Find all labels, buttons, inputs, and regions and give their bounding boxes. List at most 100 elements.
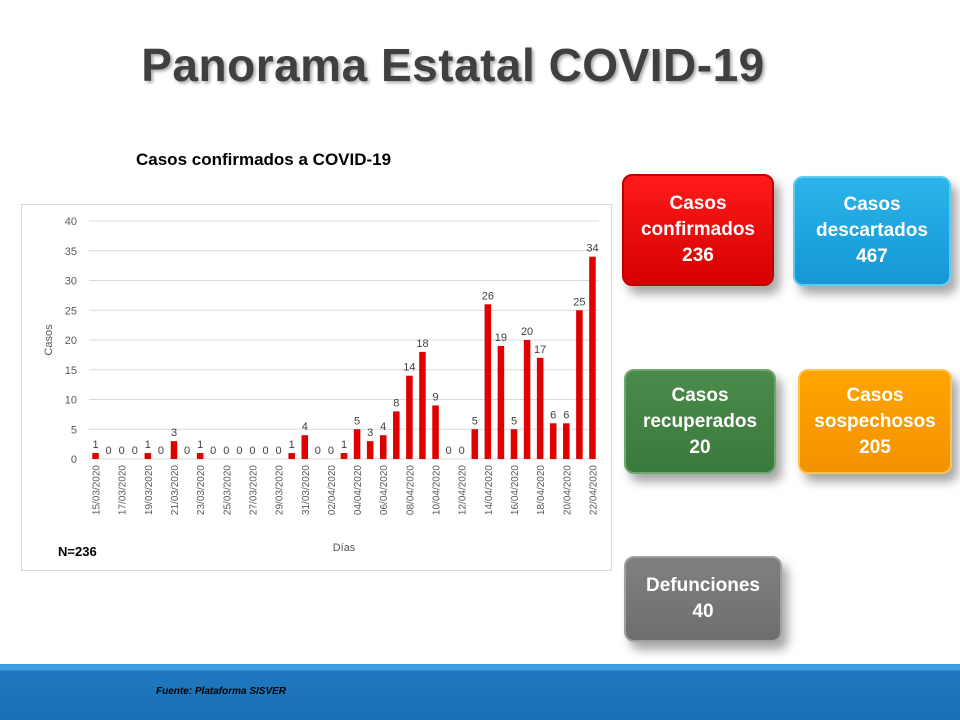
card-value: 205 [859, 436, 891, 458]
bar [340, 453, 348, 459]
y-tick-label: 15 [65, 365, 77, 377]
x-tick-label: 25/03/2020 [222, 465, 233, 515]
y-tick-label: 5 [71, 424, 77, 436]
data-label: 14 [403, 362, 415, 374]
card-casos-confirmados: Casos confirmados 236 [622, 174, 774, 286]
card-casos-sospechosos: Casos sospechosos 205 [798, 369, 952, 474]
data-label: 17 [534, 344, 546, 356]
bar [419, 351, 426, 459]
chart-heading: Casos confirmados a COVID-19 [136, 150, 392, 169]
data-label: 0 [446, 445, 452, 457]
chart-container: 0 5 10 15 20 25 30 35 40 1 0 0 0 1 0 3 0 1 0 0 0 0 0 0 1 4 0 0 1 5 3 4 8… [21, 204, 612, 571]
data-label: 0 [158, 445, 164, 457]
y-tick-label: 35 [65, 246, 77, 258]
data-label: 0 [210, 445, 216, 457]
x-tick-label: 29/03/2020 [275, 465, 286, 515]
card-casos-recuperados: Casos recuperados 20 [624, 369, 776, 474]
x-tick-label: 10/04/2020 [432, 465, 443, 515]
y-tick-label: 40 [65, 216, 77, 228]
bar [144, 453, 152, 459]
data-label: 0 [315, 445, 321, 457]
bar [497, 345, 505, 459]
bar [563, 423, 570, 459]
card-label-line2: recuperados [642, 410, 758, 432]
data-label: 19 [495, 332, 507, 344]
data-label: 4 [380, 421, 386, 433]
bar [536, 357, 544, 459]
page-title: Panorama Estatal COVID-19 [141, 39, 765, 91]
y-axis-title: Casos [43, 324, 55, 356]
data-label: 0 [276, 445, 282, 457]
data-label: 0 [184, 445, 190, 457]
data-label: 20 [521, 326, 533, 338]
x-axis-title: Días [333, 542, 356, 554]
x-tick-label: 21/03/2020 [170, 465, 181, 515]
data-label: 1 [92, 439, 98, 451]
x-tick-label: 19/03/2020 [144, 465, 155, 515]
data-label: 34 [586, 243, 598, 255]
bar [576, 310, 583, 459]
data-label: 26 [482, 290, 494, 302]
y-tick-label: 30 [65, 276, 77, 288]
card-label-line2: descartados [816, 220, 928, 241]
data-label: 8 [393, 397, 399, 409]
bar [589, 256, 596, 459]
data-label: 0 [328, 445, 334, 457]
y-tick-label: 20 [65, 335, 77, 347]
y-tick-label: 0 [71, 454, 77, 466]
data-label: 1 [289, 439, 295, 451]
footer-bar [0, 664, 960, 720]
data-label: 0 [262, 445, 268, 457]
data-label: 1 [197, 439, 203, 451]
bar [484, 304, 492, 459]
card-label-line1: Casos [846, 384, 904, 406]
data-label: 0 [236, 445, 242, 457]
card-defunciones: Defunciones 40 [624, 556, 782, 642]
card-label-line2: sospechosos [814, 410, 936, 432]
card-label-line1: Casos [669, 193, 727, 214]
x-tick-label: 12/04/2020 [458, 465, 469, 515]
y-tick-label: 10 [65, 395, 77, 407]
bar [432, 405, 439, 459]
x-tick-label: 02/04/2020 [327, 465, 338, 515]
x-tick-label: 18/04/2020 [536, 465, 547, 515]
x-tick-label: 31/03/2020 [301, 465, 312, 515]
bar [170, 441, 178, 459]
card-label-line2: confirmados [640, 219, 756, 240]
bar [366, 441, 374, 459]
data-label: 0 [119, 445, 125, 457]
bar [471, 429, 479, 459]
data-label: 3 [171, 427, 177, 439]
data-label: 1 [341, 439, 347, 451]
sample-size-label: N=236 [58, 544, 97, 559]
source-note: Fuente: Plataforma SISVER [156, 686, 287, 697]
bar [353, 429, 361, 459]
data-label: 9 [432, 391, 438, 403]
data-label: 4 [302, 421, 308, 433]
data-label: 3 [367, 427, 373, 439]
data-label: 0 [132, 445, 138, 457]
data-label: 5 [354, 415, 360, 427]
x-tick-label: 27/03/2020 [248, 465, 259, 515]
data-label: 6 [563, 409, 569, 421]
card-value: 40 [692, 601, 714, 622]
bar [393, 411, 400, 459]
bar [523, 340, 531, 459]
x-tick-label: 15/03/2020 [92, 465, 103, 515]
bar [288, 453, 295, 459]
bar [549, 423, 557, 459]
x-tick-label: 08/04/2020 [405, 465, 416, 515]
bar [196, 453, 204, 459]
data-label: 0 [459, 445, 465, 457]
data-label: 25 [573, 296, 585, 308]
data-label: 1 [145, 439, 151, 451]
data-label: 5 [511, 415, 517, 427]
bar [510, 429, 518, 459]
data-label: 0 [106, 445, 112, 457]
card-label-line1: Defunciones [645, 575, 761, 596]
data-label: 0 [223, 445, 229, 457]
bar [379, 435, 387, 459]
data-label: 5 [472, 415, 478, 427]
y-tick-label: 25 [65, 305, 77, 317]
